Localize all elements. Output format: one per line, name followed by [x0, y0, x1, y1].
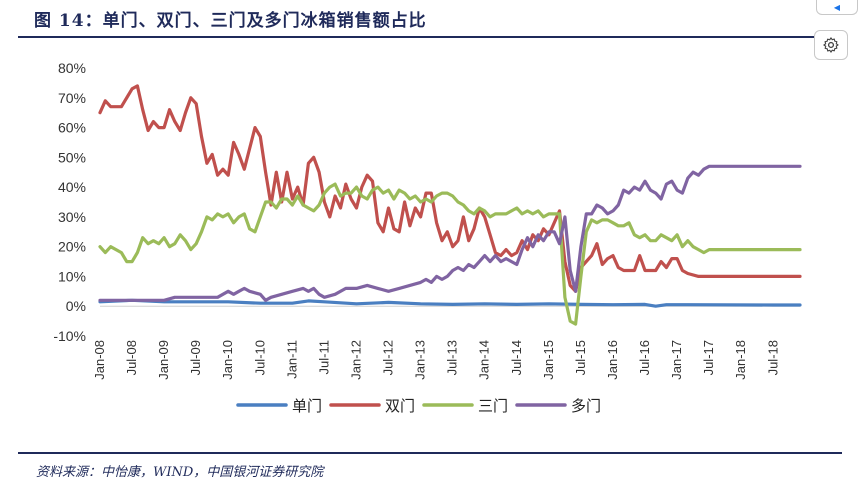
y-tick-label: 30% [58, 209, 86, 225]
series-line [98, 182, 802, 326]
x-tick-label: Jan-16 [605, 340, 620, 380]
legend-label: 多门 [571, 397, 601, 415]
x-tick-label: Jul-16 [637, 340, 652, 375]
x-tick-label: Jul-12 [381, 340, 396, 375]
x-tick-label: Jan-18 [733, 340, 748, 380]
x-tick-label: Jul-10 [252, 340, 267, 375]
x-tick-label: Jan-17 [669, 340, 684, 380]
x-tick-label: Jul-18 [765, 340, 780, 375]
line-chart: -10% 0% 10% 20% 30% 40% 50% 60% 70% 80% Jan-08 Jul-… [53, 60, 802, 415]
y-tick-label: 70% [58, 90, 86, 106]
x-tick-label: Jul-11 [316, 340, 331, 374]
legend-label: 三门 [478, 397, 508, 415]
x-tick-label: Jan-10 [220, 340, 235, 380]
series-line [98, 164, 802, 302]
x-tick-label: Jan-15 [541, 340, 556, 380]
y-tick-label: 60% [58, 120, 86, 136]
title-divider [18, 36, 842, 38]
source-note: 资料来源：中怡康，WIND，中国银河证券研究院 [36, 465, 324, 480]
footer-divider [18, 452, 842, 454]
legend-label: 双门 [385, 397, 415, 415]
gear-icon [823, 37, 839, 53]
series-line [98, 298, 802, 308]
x-tick-label: Jan-13 [413, 340, 428, 380]
y-tick-label: 40% [58, 179, 86, 195]
x-tick-label: Jan-08 [92, 340, 107, 380]
x-tick-label: Jul-15 [573, 340, 588, 375]
chart-title: 图 14：单门、双门、三门及多门冰箱销售额占比 [34, 11, 427, 31]
x-tick-label: Jul-08 [124, 340, 139, 375]
x-tick-label: Jan-14 [477, 340, 492, 380]
x-tick-label: Jan-12 [348, 340, 363, 380]
x-tick-label: Jul-14 [509, 340, 524, 375]
x-tick-label: Jul-17 [701, 340, 716, 375]
x-tick-label: Jul-13 [445, 340, 460, 375]
legend-label: 单门 [292, 397, 322, 415]
y-tick-label: 20% [58, 239, 86, 255]
y-tick-label: 0% [66, 298, 86, 314]
y-tick-label: 80% [58, 60, 86, 76]
x-tick-label: Jul-09 [188, 340, 203, 375]
x-tick-label: Jan-11 [284, 340, 299, 379]
series-line [98, 84, 802, 293]
x-tick-label: Jan-09 [156, 340, 171, 380]
settings-button[interactable] [814, 30, 848, 60]
y-tick-label: -10% [53, 328, 86, 344]
y-tick-label: 50% [58, 149, 86, 165]
y-tick-label: 10% [58, 268, 86, 284]
chevron-left-icon: ◀ [833, 2, 841, 12]
